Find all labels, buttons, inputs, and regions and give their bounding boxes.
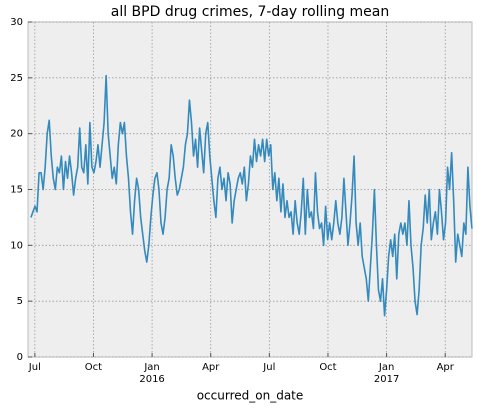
y-tick-label: 20: [10, 129, 23, 140]
x-tick-label: Oct: [319, 362, 337, 373]
x-tick-label: Jul: [263, 362, 276, 373]
x-tick-label: Apr: [202, 362, 220, 373]
y-tick-label: 0: [17, 352, 23, 363]
chart-title: all BPD drug crimes, 7-day rolling mean: [111, 4, 389, 20]
x-tick-label: Jan 2017: [373, 362, 400, 385]
x-tick-label: Apr: [436, 362, 454, 373]
y-tick-label: 15: [10, 185, 23, 196]
x-tick-label: Oct: [84, 362, 103, 373]
x-tick-label: Jul: [28, 362, 41, 373]
y-tick-label: 25: [10, 73, 23, 84]
x-axis-label: occurred_on_date: [197, 389, 304, 403]
line: [30, 74, 473, 317]
y-tick-label: 10: [10, 240, 23, 251]
x-tick-label: Jan 2016: [139, 362, 165, 385]
y-tick-label: 30: [10, 17, 23, 28]
y-tick-label: 5: [17, 296, 23, 307]
